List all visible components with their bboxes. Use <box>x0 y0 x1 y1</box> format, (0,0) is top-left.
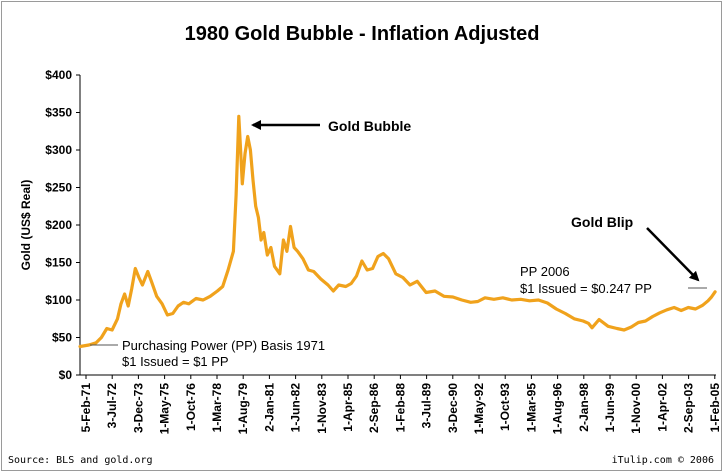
y-axis: $0 $50 $100 $150 $200 $250 $300 $350 $400 <box>45 68 80 382</box>
x-tick-label: 1-Feb-88 <box>393 383 407 433</box>
annotation-gold-bubble: Gold Bubble <box>328 118 411 134</box>
y-axis-label: Gold (US$ Real) <box>19 180 33 271</box>
x-tick-label: 2-Sep-03 <box>682 383 696 433</box>
y-tick-label: $50 <box>52 331 72 345</box>
y-tick-label: $400 <box>45 68 72 82</box>
x-axis: 5-Feb-71 3-Jul-72 3-Dec-73 1-May-75 1-Oct-76… <box>79 375 722 434</box>
x-tick-label: 1-Nov-83 <box>315 383 329 434</box>
source-note: Source: BLS and gold.org <box>8 455 153 466</box>
x-tick-label: 1-Mar-78 <box>210 383 224 433</box>
x-tick-label: 1-Feb-05 <box>708 383 722 433</box>
blip-arrow <box>646 227 700 282</box>
credit-note: iTulip.com © 2006 <box>612 455 714 466</box>
x-tick-label: 5-Feb-71 <box>79 383 93 433</box>
annotation-pp-2006-line1: PP 2006 <box>520 264 570 279</box>
y-tick-label: $200 <box>45 218 72 232</box>
x-tick-label: 1-May-92 <box>472 383 486 435</box>
x-tick-label: 2-Jan-81 <box>262 383 276 432</box>
x-tick-label: 1-Aug-79 <box>236 383 250 435</box>
x-tick-label: 2-Jan-98 <box>577 383 591 432</box>
x-tick-label: 1-Mar-95 <box>524 383 538 433</box>
y-tick-label: $150 <box>45 256 72 270</box>
annotation-pp-2006-line2: $1 Issued = $0.247 PP <box>520 281 652 296</box>
annotation-gold-blip: Gold Blip <box>571 214 633 230</box>
y-tick-label: $350 <box>45 106 72 120</box>
series-line-gold <box>78 114 717 349</box>
x-tick-label: 3-Dec-90 <box>446 383 460 433</box>
x-tick-label: 1-Jun-82 <box>289 383 303 433</box>
y-tick-label: $300 <box>45 143 72 157</box>
x-tick-label: 1-Jun-99 <box>603 383 617 433</box>
annotation-pp-1971-line2: $1 Issued = $1 PP <box>122 354 229 369</box>
annotation-pp-1971-line1: Purchasing Power (PP) Basis 1971 <box>122 338 325 353</box>
x-tick-label: 1-Apr-85 <box>341 383 355 432</box>
x-tick-label: 1-Nov-00 <box>629 383 643 434</box>
chart-title: 1980 Gold Bubble - Inflation Adjusted <box>185 23 540 45</box>
x-tick-label: 3-Jul-72 <box>105 383 119 429</box>
y-tick-label: $250 <box>45 181 72 195</box>
x-tick-label: 3-Jul-89 <box>420 383 434 429</box>
y-tick-label: $100 <box>45 293 72 307</box>
x-tick-label: 1-Oct-76 <box>184 383 198 431</box>
x-tick-label: 1-Apr-02 <box>655 383 669 432</box>
x-tick-label: 1-Oct-93 <box>498 383 512 431</box>
x-tick-label: 3-Dec-73 <box>131 383 145 433</box>
x-tick-label: 1-May-75 <box>158 383 172 435</box>
x-tick-label: 1-Aug-96 <box>551 383 565 435</box>
y-tick-label: $0 <box>59 368 73 382</box>
x-tick-label: 2-Sep-86 <box>367 383 381 433</box>
